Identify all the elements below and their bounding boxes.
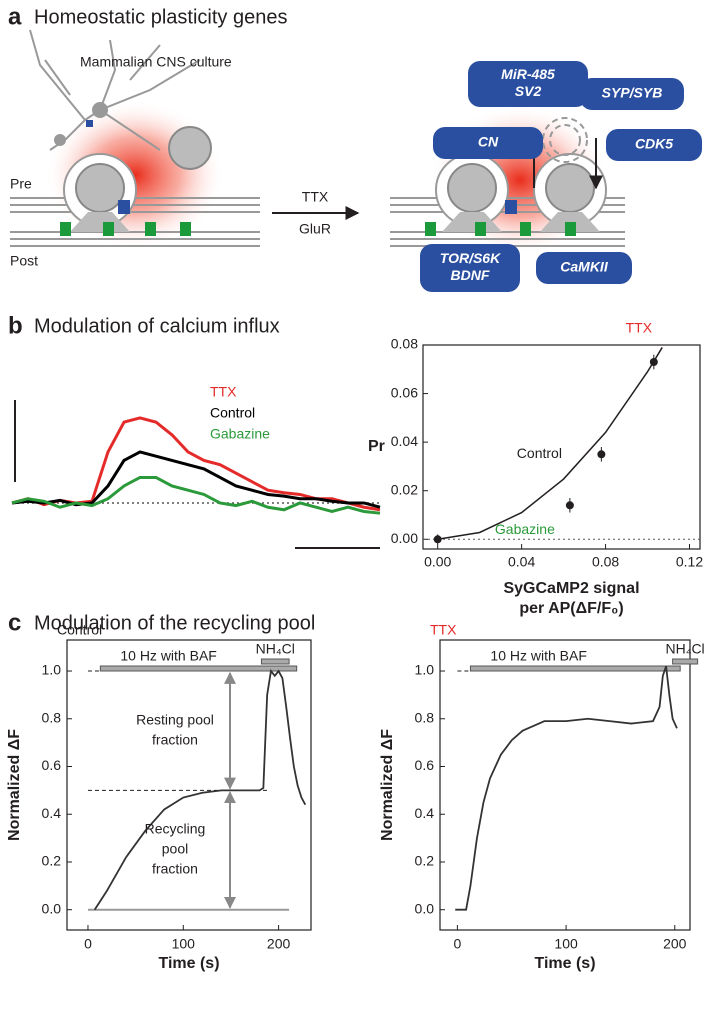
gene-label: CDK5 xyxy=(635,136,673,152)
annotation: Resting pool xyxy=(136,711,214,727)
stimulus-label: NH₄Cl xyxy=(666,641,705,657)
axes-frame xyxy=(66,639,312,931)
y-tick-label: 0.8 xyxy=(415,709,435,725)
y-tick-label: 0.6 xyxy=(42,757,62,773)
x-tick-label: 0.00 xyxy=(424,554,451,570)
point-label: Control xyxy=(517,445,562,461)
trace-line xyxy=(93,668,307,911)
x-tick-label: 0 xyxy=(84,936,92,952)
gene-label: SV2 xyxy=(515,83,542,99)
x-tick-label: 0 xyxy=(453,936,461,952)
point-label: TTX xyxy=(626,320,653,336)
chart-title: TTX xyxy=(430,622,457,638)
chart-title: Control xyxy=(57,622,102,638)
y-tick-label: 0.0 xyxy=(415,900,435,916)
gene-box xyxy=(420,244,520,292)
y-axis-label: Pr xyxy=(368,438,385,455)
annotation: pool xyxy=(162,841,188,857)
legend-entry: Gabazine xyxy=(210,426,270,442)
y-tick-label: 0.00 xyxy=(391,530,418,546)
x-tick-label: 0.04 xyxy=(508,554,535,570)
stimulus-bar xyxy=(260,658,290,665)
x-axis-label: SyGCaMP2 signal xyxy=(503,580,639,597)
y-tick-label: 1.0 xyxy=(415,662,435,678)
panel-title: Homeostatic plasticity genes xyxy=(34,6,287,28)
y-tick-label: 0.0 xyxy=(42,900,62,916)
stimulus-label: NH₄Cl xyxy=(256,641,295,657)
gene-label: CaMKII xyxy=(560,259,609,275)
gene-label: SYP/SYB xyxy=(602,85,663,101)
stimulus-bar xyxy=(469,665,681,672)
panel-label: a xyxy=(8,3,22,30)
x-tick-label: 0.12 xyxy=(676,554,703,570)
arrow-label: GluR xyxy=(299,221,331,237)
panel-label: c xyxy=(8,609,21,636)
y-tick-label: 0.06 xyxy=(391,384,418,400)
culture-label: Mammalian CNS culture xyxy=(80,54,232,70)
x-axis-label: Time (s) xyxy=(158,955,219,972)
y-tick-label: 0.02 xyxy=(391,481,418,497)
x-tick-label: 100 xyxy=(554,936,578,952)
trace-line xyxy=(455,665,678,911)
x-axis-label: per AP(ΔF/F₀) xyxy=(519,600,623,617)
stimulus-bar xyxy=(672,658,699,665)
x-tick-label: 0.08 xyxy=(592,554,619,570)
y-axis-label: Normalized ΔF xyxy=(379,729,396,841)
annotation: fraction xyxy=(152,861,198,877)
point xyxy=(565,501,574,510)
stimulus-bar xyxy=(99,665,298,672)
arrow-label: TTX xyxy=(302,189,329,205)
legend-entry: Control xyxy=(210,405,255,421)
panel-label: b xyxy=(8,312,23,339)
pre-label: Pre xyxy=(10,176,32,192)
annotation: fraction xyxy=(152,731,198,747)
x-axis-label: Time (s) xyxy=(534,955,595,972)
panel-a-text: a Homeostatic plasticity genes Mammalian… xyxy=(8,3,331,636)
y-tick-label: 1.0 xyxy=(42,662,62,678)
y-tick-label: 0.2 xyxy=(42,853,62,869)
y-tick-label: 0.6 xyxy=(415,757,435,773)
gene-label: BDNF xyxy=(451,267,490,283)
y-tick-label: 0.4 xyxy=(42,805,62,821)
stimulus-label: 10 Hz with BAF xyxy=(120,648,216,664)
y-tick-label: 0.08 xyxy=(391,336,418,352)
fit-curve xyxy=(437,347,663,541)
stimulus-label: 10 Hz with BAF xyxy=(490,648,586,664)
panel-title: Modulation of calcium influx xyxy=(34,315,280,337)
gene-box xyxy=(433,127,543,159)
trace-line xyxy=(11,450,381,509)
y-axis-label: Normalized ΔF xyxy=(6,729,23,841)
gene-box xyxy=(536,252,632,284)
point xyxy=(433,535,442,544)
legend-entry: TTX xyxy=(210,384,237,400)
gene-box xyxy=(606,129,702,161)
gene-label: MiR-485 xyxy=(501,66,555,82)
gene-box xyxy=(468,61,588,107)
trace-line xyxy=(11,416,381,512)
post-label: Post xyxy=(10,253,38,269)
y-tick-label: 0.4 xyxy=(415,805,435,821)
y-tick-label: 0.2 xyxy=(415,853,435,869)
gene-label: CN xyxy=(478,134,499,150)
y-tick-label: 0.04 xyxy=(391,433,418,449)
panel-title: Modulation of the recycling pool xyxy=(34,612,315,634)
gene-label: TOR/S6K xyxy=(440,250,501,266)
annotation: Recycling xyxy=(145,821,206,837)
axes-frame xyxy=(422,344,701,550)
point xyxy=(649,358,658,366)
trace-line xyxy=(11,475,381,515)
point-label: Gabazine xyxy=(495,521,555,537)
point xyxy=(597,450,606,459)
gene-box xyxy=(580,78,684,110)
x-tick-label: 200 xyxy=(663,936,687,952)
axes-frame xyxy=(439,639,691,931)
x-tick-label: 100 xyxy=(172,936,196,952)
y-tick-label: 0.8 xyxy=(42,709,62,725)
x-tick-label: 200 xyxy=(267,936,291,952)
